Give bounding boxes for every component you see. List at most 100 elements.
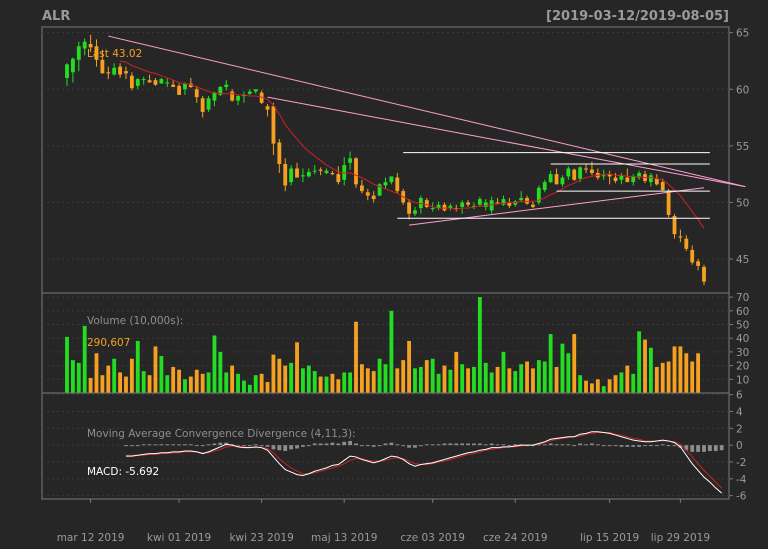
- volume-bar: [365, 368, 370, 393]
- candle-body: [112, 67, 117, 75]
- macd-histogram-bar: [643, 445, 647, 447]
- macd-histogram-bar: [365, 445, 370, 447]
- candle-body: [194, 89, 199, 98]
- macd-histogram-bar: [613, 445, 618, 447]
- volume-bar: [613, 375, 618, 393]
- candle-body: [242, 94, 246, 97]
- volume-bar: [407, 340, 412, 393]
- candle-body: [383, 182, 388, 186]
- volume-bar: [76, 362, 81, 393]
- volume-bar: [141, 371, 146, 393]
- y-tick-label: 20: [736, 361, 749, 373]
- volume-bar: [424, 360, 429, 393]
- volume-bar: [129, 358, 134, 393]
- macd-line: [125, 431, 723, 494]
- macd-histogram-bar: [336, 443, 341, 446]
- y-tick-label: 50: [736, 320, 749, 332]
- macd-histogram-bar: [424, 444, 429, 446]
- candle-body: [377, 184, 382, 196]
- volume-bar: [666, 361, 671, 393]
- candle-body: [129, 75, 134, 89]
- volume-bar: [188, 376, 193, 393]
- macd-histogram-bar: [548, 443, 553, 446]
- candle-body: [106, 72, 111, 74]
- candle-body: [531, 204, 535, 207]
- candle-body: [218, 86, 223, 95]
- candle-body: [584, 168, 588, 170]
- volume-bar: [318, 376, 323, 393]
- macd-histogram-bar: [672, 445, 677, 447]
- macd-histogram-bar: [713, 445, 718, 452]
- candle-body: [513, 201, 518, 205]
- volume-bar: [271, 354, 276, 393]
- macd-histogram-bar: [501, 444, 506, 446]
- candle-body: [507, 202, 512, 206]
- macd-histogram-bar: [631, 445, 636, 447]
- volume-bar: [165, 375, 170, 393]
- y-tick-label: 60: [736, 84, 749, 96]
- volume-bar: [548, 334, 553, 393]
- candle-body: [200, 98, 205, 112]
- volume-bar: [100, 375, 105, 393]
- macd-histogram-bar: [560, 444, 565, 446]
- candle-body: [354, 158, 358, 185]
- candle-body: [436, 204, 441, 209]
- candle-body: [312, 170, 317, 172]
- macd-histogram-bar: [578, 443, 583, 446]
- volume-bar: [94, 353, 99, 393]
- volume-bar: [230, 365, 235, 393]
- volume-bar: [259, 373, 264, 393]
- y-tick-label: 4: [736, 407, 743, 419]
- volume-last-value: 290,607: [87, 337, 130, 349]
- macd-histogram-bar: [247, 445, 252, 447]
- volume-bar: [124, 376, 128, 393]
- volume-bar: [678, 346, 683, 393]
- candle-body: [88, 43, 93, 48]
- candle-body: [177, 85, 181, 95]
- volume-bar: [513, 371, 518, 393]
- volume-bar: [371, 371, 376, 393]
- macd-histogram-bar: [418, 445, 423, 447]
- volume-bar: [277, 358, 282, 393]
- macd-histogram-bar: [542, 444, 547, 446]
- volume-bar: [654, 366, 659, 393]
- candle-body: [418, 197, 423, 209]
- volume-bar: [672, 346, 677, 393]
- volume-bar: [542, 361, 547, 393]
- candle-body: [336, 174, 341, 183]
- macd-histogram-bar: [265, 445, 270, 447]
- candle-body: [637, 173, 642, 178]
- macd-histogram-bar: [696, 445, 701, 452]
- volume-bar: [253, 375, 258, 393]
- macd-histogram-bar: [271, 445, 276, 450]
- candle-body: [590, 169, 594, 174]
- macd-histogram-bar: [413, 445, 417, 448]
- candle-body: [135, 79, 140, 86]
- candle-body: [489, 200, 494, 211]
- macd-histogram-bar: [383, 443, 388, 446]
- volume-bar: [65, 336, 69, 393]
- macd-histogram-bar: [507, 445, 512, 447]
- candle-body: [94, 46, 99, 60]
- volume-bar: [159, 356, 164, 393]
- volume-bar: [389, 310, 394, 393]
- candle-body: [631, 176, 636, 183]
- volume-bar: [177, 369, 181, 393]
- macd-histogram-bar: [342, 441, 347, 446]
- candle-body: [472, 205, 476, 207]
- candle-body: [654, 178, 659, 185]
- candle-body: [371, 195, 376, 200]
- candle-body: [424, 200, 429, 207]
- trendline: [108, 35, 746, 188]
- candle-body: [607, 174, 612, 177]
- macd-histogram-bar: [495, 444, 500, 446]
- candle-body: [483, 202, 488, 207]
- volume-bar: [342, 372, 347, 393]
- x-tick-label: maj 13 2019: [311, 532, 377, 544]
- candle-body: [259, 92, 264, 103]
- volume-bar: [395, 368, 400, 393]
- candle-body: [430, 208, 435, 210]
- candle-body: [442, 204, 447, 211]
- last-price-label: Last 43.02: [87, 48, 142, 60]
- volume-bar: [519, 364, 524, 393]
